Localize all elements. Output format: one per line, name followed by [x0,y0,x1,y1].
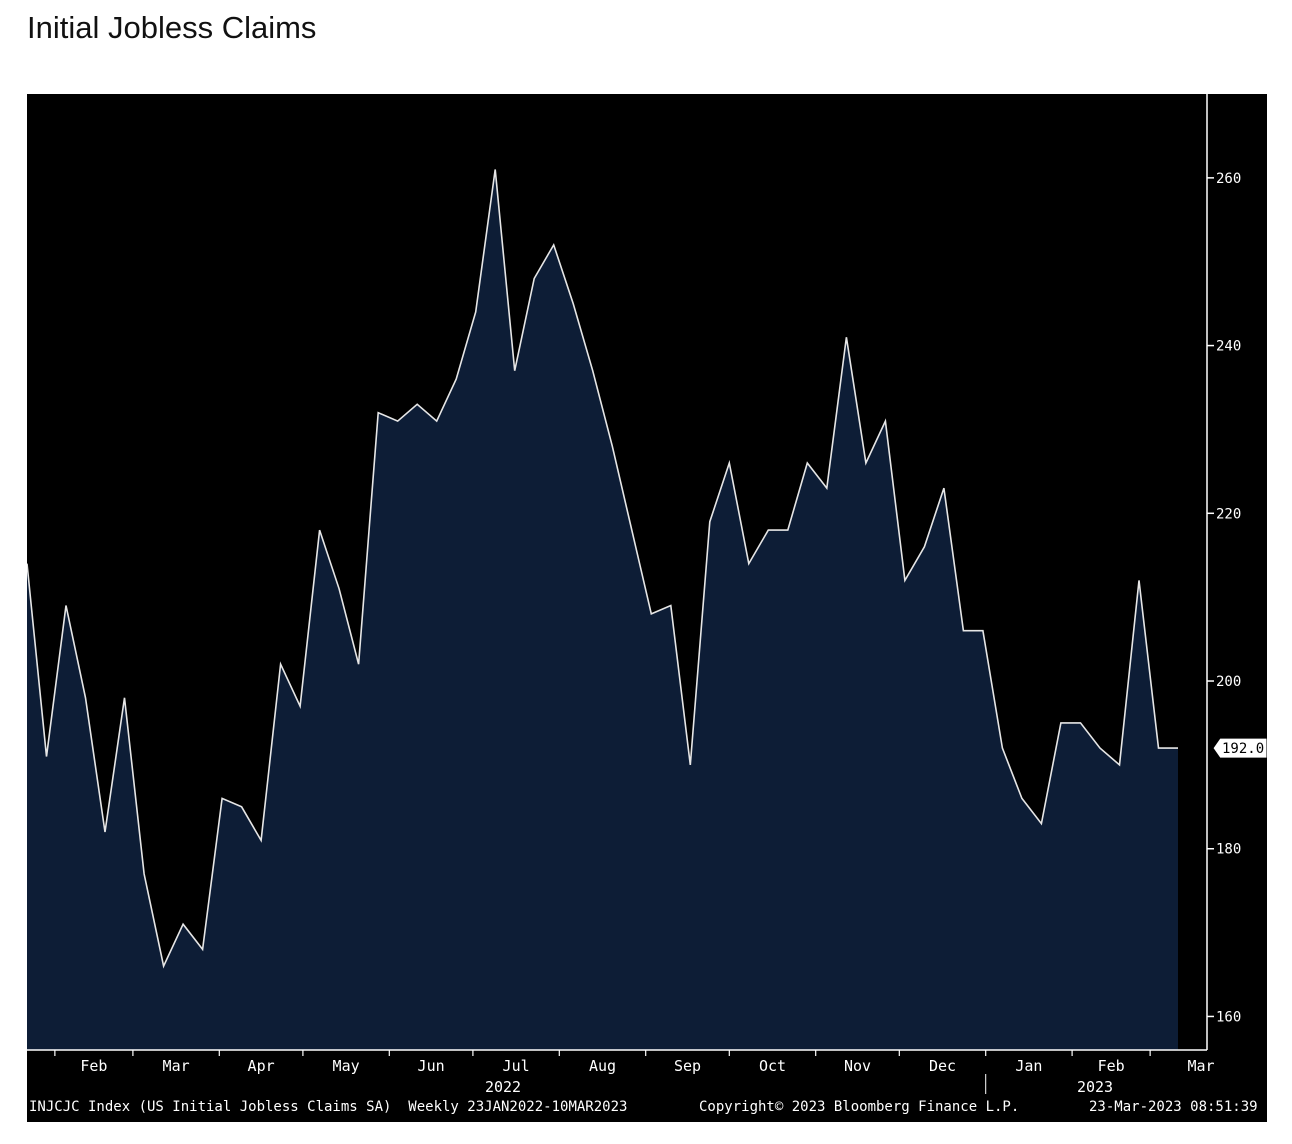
x-year-label-1: 2023 [1077,1078,1113,1096]
jobless-claims-chart: 160 180 200 220 240 260 192.0 Feb Mar Apr May Jun Ju… [27,94,1267,1096]
x-month-label-2: Apr [248,1057,275,1075]
x-year-label-0: 2022 [485,1078,521,1096]
x-month-label-1: Mar [163,1057,190,1075]
x-month-label-5: Jul [503,1057,530,1075]
footer-copyright: Copyright© 2023 Bloomberg Finance L.P. [699,1099,1020,1115]
series-area [27,169,1178,1050]
chart-frame: 160 180 200 220 240 260 192.0 Feb Mar Apr May Jun Ju… [27,94,1267,1122]
x-month-label-12: Feb [1098,1057,1125,1075]
x-month-label-8: Oct [759,1057,786,1075]
last-value-flag [1212,737,1267,759]
x-month-label-4: Jun [418,1057,445,1075]
page-title: Initial Jobless Claims [27,10,317,45]
x-month-label-10: Dec [929,1057,956,1075]
plot-layer [27,169,1178,1050]
y-tick-label-180: 180 [1216,842,1241,858]
footer-timestamp: 23-Mar-2023 08:51:39 [1089,1099,1258,1115]
last-value-label: 192.0 [1222,741,1264,757]
x-month-label-7: Sep [674,1057,701,1075]
x-month-label-13: Mar [1187,1057,1214,1075]
x-month-label-6: Aug [589,1057,616,1075]
x-month-label-9: Nov [844,1057,871,1075]
footer-index-description: INJCJC Index (US Initial Jobless Claims … [29,1099,628,1115]
y-tick-label-220: 220 [1216,506,1241,522]
y-tick-label-240: 240 [1216,339,1241,355]
series-line [27,169,1178,969]
x-month-label-11: Jan [1015,1057,1042,1075]
x-month-label-0: Feb [80,1057,107,1075]
x-month-label-3: May [333,1057,360,1075]
y-tick-label-160: 160 [1216,1009,1241,1025]
y-tick-label-260: 260 [1216,171,1241,187]
axis-layer: 160 180 200 220 240 260 192.0 Feb Mar Apr May Jun Ju… [27,94,1267,1096]
y-tick-label-200: 200 [1216,674,1241,690]
